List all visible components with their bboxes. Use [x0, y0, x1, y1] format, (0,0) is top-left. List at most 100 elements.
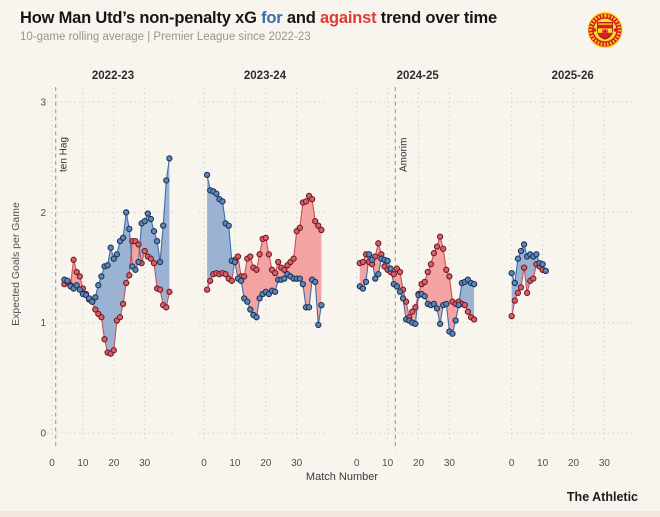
point-xg-against	[302, 198, 310, 205]
bottom-accent-strip	[0, 511, 660, 517]
point-xg-against	[234, 253, 242, 260]
point-xg-against	[166, 288, 173, 295]
x-tick-label: 30	[444, 458, 456, 469]
point-xg-for	[113, 251, 121, 258]
point-xg-against	[508, 312, 515, 320]
point-xg-against	[76, 273, 83, 280]
point-xg-against	[126, 272, 133, 279]
point-xg-against	[530, 275, 537, 282]
x-tick-label: 0	[49, 458, 55, 469]
season-panel-2025-26: 0 10 20 30 2025-26	[506, 70, 637, 469]
point-xg-for	[470, 280, 478, 288]
point-xg-for	[368, 256, 376, 263]
point-xg-against	[523, 289, 531, 297]
point-xg-against	[150, 259, 158, 267]
point-xg-for	[213, 190, 220, 197]
point-xg-against	[92, 306, 99, 313]
point-xg-for	[95, 282, 102, 289]
x-tick-label: 0	[201, 458, 207, 469]
point-xg-against	[256, 251, 263, 258]
point-xg-for	[126, 225, 133, 233]
point-xg-for	[104, 262, 111, 269]
point-xg-for	[73, 282, 80, 289]
point-xg-for	[64, 277, 71, 284]
x-axis-title: Match Number	[305, 471, 379, 483]
point-xg-for	[455, 301, 462, 309]
point-xg-against	[70, 256, 77, 263]
point-xg-for	[412, 320, 419, 327]
point-xg-for	[163, 177, 170, 184]
point-xg-against	[433, 243, 441, 250]
title-text-2: and	[282, 9, 321, 27]
point-xg-against	[241, 273, 248, 280]
point-xg-for	[393, 283, 401, 290]
point-xg-for	[256, 295, 263, 302]
x-tick-label: 10	[229, 458, 241, 469]
crest-devil	[602, 28, 608, 33]
point-xg-against	[101, 336, 108, 343]
point-xg-against	[203, 286, 211, 293]
y-tick-label: 2	[40, 208, 46, 219]
point-xg-for	[539, 261, 546, 268]
season-panel-2024-25: 0 10 20 30 2024-25 Amorim	[351, 70, 482, 469]
point-xg-against	[253, 266, 260, 273]
point-xg-against	[275, 258, 282, 266]
point-xg-for	[387, 265, 394, 272]
crest-ship-band	[598, 23, 612, 25]
point-xg-against	[375, 240, 382, 247]
point-xg-against	[430, 250, 438, 257]
band-against-dominant	[391, 236, 460, 334]
page-title: How Man Utd’s non-penalty xG for and aga…	[20, 9, 497, 28]
x-tick-label: 0	[509, 458, 515, 469]
point-xg-for	[362, 278, 370, 286]
crest-right-football	[613, 28, 618, 32]
point-xg-for	[296, 275, 303, 282]
point-xg-for	[107, 244, 114, 251]
crest-lettering	[589, 14, 621, 47]
point-xg-for	[421, 293, 428, 300]
x-tick-label: 30	[139, 458, 151, 469]
point-xg-against	[514, 289, 522, 297]
point-xg-against	[359, 258, 367, 266]
point-xg-for	[299, 280, 307, 288]
point-xg-for	[449, 330, 456, 337]
point-xg-for	[156, 258, 164, 266]
point-xg-for	[119, 234, 127, 241]
point-xg-for	[433, 305, 441, 312]
x-tick-label: 20	[260, 458, 272, 469]
point-xg-for	[271, 288, 279, 295]
man-utd-crest	[587, 11, 623, 49]
point-xg-for	[132, 266, 139, 273]
point-xg-against	[396, 268, 404, 276]
point-xg-for	[365, 251, 373, 258]
point-xg-against	[141, 247, 148, 255]
point-xg-for	[508, 269, 515, 277]
point-xg-for	[247, 306, 254, 313]
point-xg-against	[265, 251, 273, 258]
point-xg-against	[446, 273, 453, 280]
point-xg-for	[110, 255, 117, 262]
point-xg-for	[315, 321, 322, 329]
point-xg-against	[296, 224, 303, 231]
crest-left-football	[592, 28, 597, 32]
season-label: 2025-26	[552, 70, 594, 82]
point-xg-for	[244, 298, 251, 305]
manager-label: Amorim	[398, 138, 409, 172]
point-xg-against	[247, 253, 254, 260]
point-xg-for	[511, 279, 518, 287]
point-xg-for	[98, 273, 105, 280]
x-tick-label: 0	[354, 458, 360, 469]
season-panel-2023-24: 0 10 20 30 2023-24	[199, 70, 329, 469]
point-xg-against	[412, 304, 419, 311]
x-tick-label: 20	[413, 458, 425, 469]
point-xg-for	[160, 222, 167, 229]
point-xg-for	[514, 255, 522, 262]
point-xg-against	[271, 269, 279, 277]
point-xg-against	[312, 218, 319, 225]
point-xg-against	[73, 268, 80, 276]
point-xg-against	[511, 297, 518, 304]
season-label: 2024-25	[397, 70, 440, 82]
band-for-dominant	[87, 212, 132, 354]
